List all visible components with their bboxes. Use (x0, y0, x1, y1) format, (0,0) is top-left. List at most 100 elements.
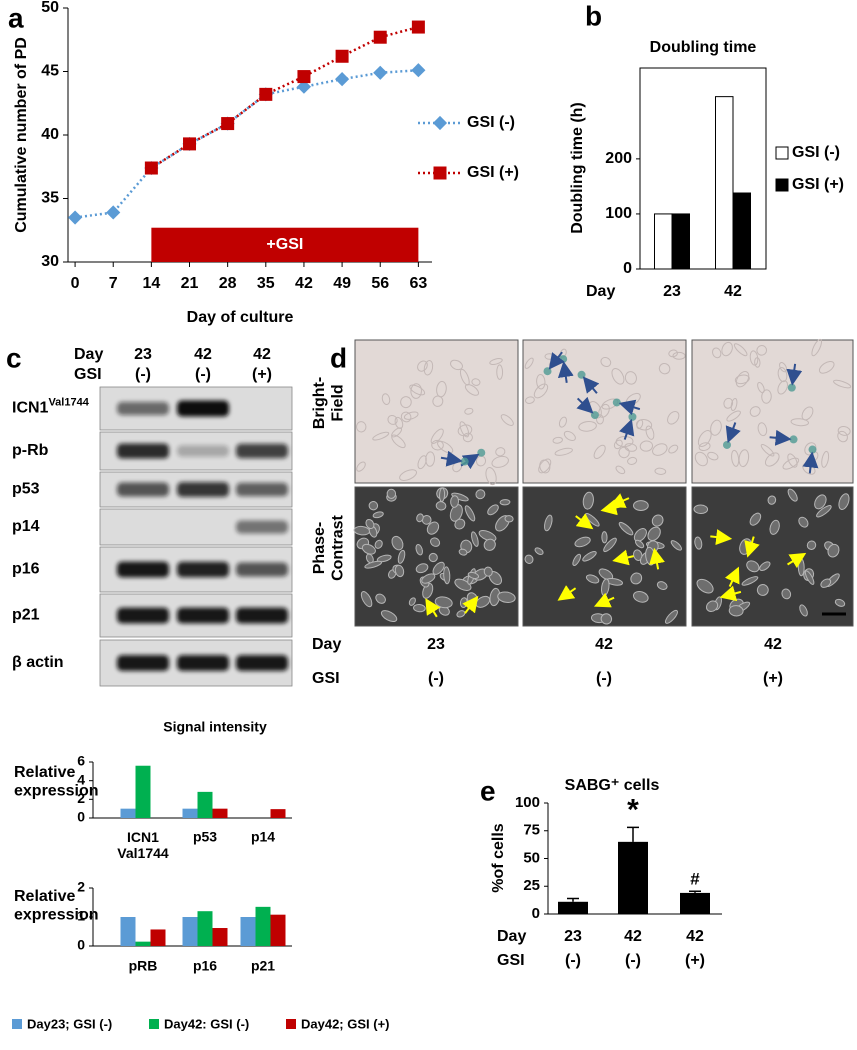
cell (654, 467, 667, 475)
cell (464, 383, 480, 396)
cell (467, 571, 480, 579)
cell (633, 500, 649, 511)
cell (664, 609, 678, 624)
cell (627, 456, 638, 465)
protein-label: p21 (12, 607, 40, 624)
cell (651, 514, 664, 527)
stained-cell (612, 398, 621, 407)
panel-label: e (480, 775, 496, 806)
arrow (462, 595, 479, 614)
cell (524, 554, 534, 564)
stained-cell (628, 412, 637, 421)
cell (652, 443, 668, 456)
cell (403, 411, 419, 420)
bar (182, 917, 198, 946)
y-axis-title: Cumulative number of PD (13, 37, 30, 233)
cell (818, 360, 835, 374)
cell (432, 395, 444, 407)
arrow (802, 451, 819, 474)
cell (668, 444, 679, 454)
lane-group: (+) (252, 366, 272, 383)
cell (409, 384, 426, 396)
y-tick-label: 40 (41, 126, 59, 143)
arrow (425, 598, 441, 618)
cell (749, 512, 762, 526)
cell (837, 426, 851, 436)
cell (806, 540, 817, 550)
legend-marker (433, 166, 447, 180)
bar (240, 917, 256, 946)
cell (696, 578, 714, 594)
error-bar (627, 826, 639, 842)
cell (738, 449, 750, 468)
cell (647, 526, 661, 542)
significance-mark: * (627, 793, 639, 826)
cell (421, 573, 436, 584)
micrograph (522, 486, 687, 627)
cell (364, 560, 383, 569)
cell (525, 396, 535, 404)
cell (811, 338, 823, 357)
y-tick-label: 75 (523, 822, 540, 839)
cell (496, 364, 504, 380)
cell (833, 379, 852, 389)
cell (630, 572, 643, 585)
stained-cell (477, 448, 486, 457)
cell (558, 416, 567, 428)
protein-label: ICN1Val1744 (12, 396, 90, 416)
x-tick-label: pRB (129, 958, 158, 974)
chart-title: Doubling time (650, 39, 757, 56)
protein-label: p14 (12, 518, 40, 535)
x-tick-label: 28 (219, 275, 237, 292)
legend-swatch (12, 1019, 22, 1029)
column-label: 42 (764, 636, 782, 653)
blot-band (117, 607, 169, 624)
cell (632, 590, 649, 603)
cell (534, 547, 544, 555)
cell (449, 504, 463, 522)
cell (423, 360, 434, 376)
cell (781, 588, 792, 600)
bar (150, 929, 166, 946)
cell (611, 368, 625, 385)
cell (538, 458, 552, 474)
cell (563, 430, 576, 442)
cell (471, 378, 481, 386)
legend-label: Day23; GSI (-) (27, 1016, 112, 1031)
legend-label: Day42: GSI (-) (164, 1016, 249, 1031)
lane-group: (-) (135, 366, 151, 383)
stained-cell (460, 457, 469, 466)
cell (761, 389, 772, 404)
cell (533, 383, 549, 399)
cell (372, 431, 390, 441)
cell (497, 591, 516, 603)
cell (495, 447, 506, 457)
cell (639, 440, 654, 452)
blot-band (117, 482, 169, 497)
cell (694, 451, 708, 467)
cell (635, 419, 653, 431)
arrow (619, 418, 635, 440)
y-tick-label: 50 (41, 0, 59, 16)
cell (759, 561, 771, 571)
cell (767, 495, 777, 505)
arrow (576, 396, 594, 414)
legend-label: GSI (-) (792, 144, 840, 161)
cell (593, 444, 606, 459)
cell (787, 453, 798, 468)
blot-band (117, 655, 169, 671)
cell (415, 563, 429, 574)
annotation-label: +GSI (266, 236, 303, 253)
legend-label: GSI (+) (792, 176, 844, 193)
protein-name: p16 (12, 561, 40, 578)
bar (671, 213, 690, 270)
x-tick-label: ICN1 Val1744 (117, 829, 169, 861)
point (297, 70, 311, 84)
cell (838, 493, 850, 511)
cell (491, 455, 509, 468)
cell (600, 613, 613, 625)
stained-cell (543, 367, 552, 376)
protein-superscript: Val1744 (48, 396, 89, 408)
lane-label: 23 (134, 346, 152, 363)
x-tick-label: 42 (295, 275, 313, 292)
